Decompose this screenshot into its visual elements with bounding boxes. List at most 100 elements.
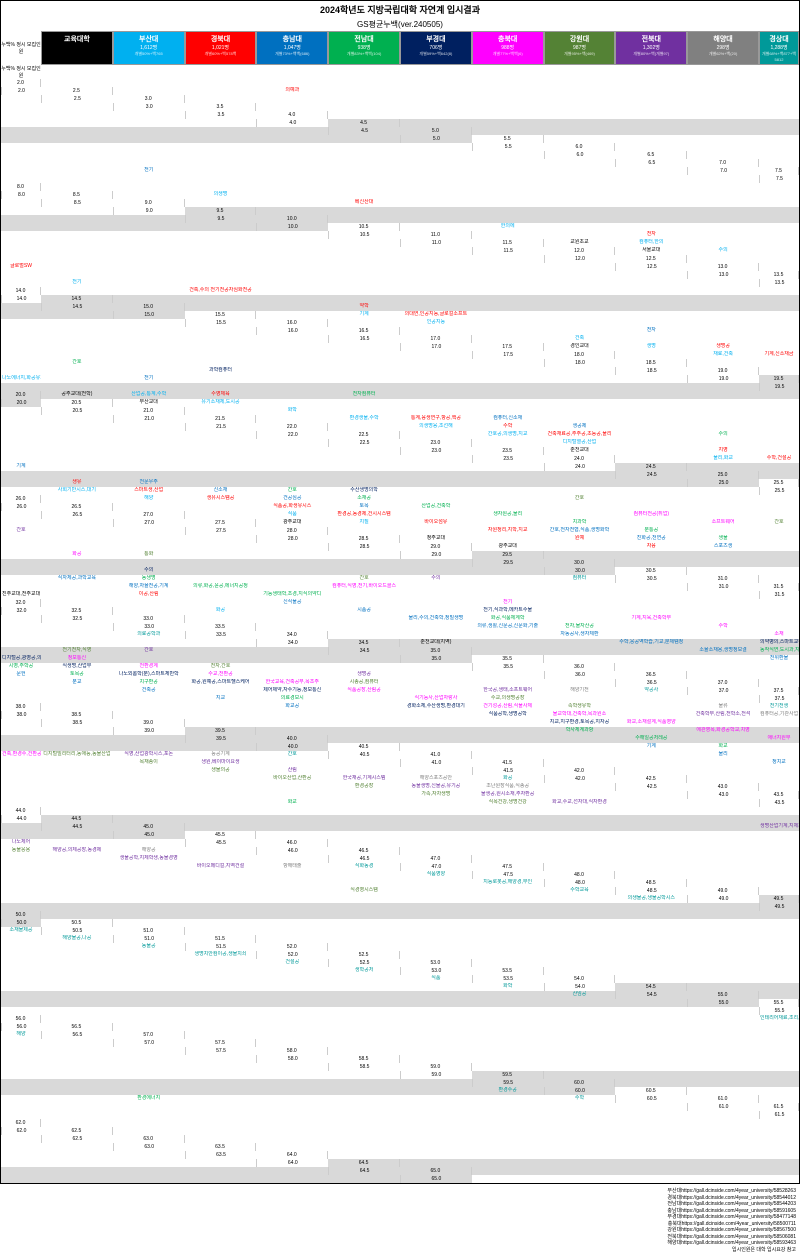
data-cell [41, 1111, 113, 1119]
data-cell [41, 1071, 113, 1079]
data-cell [256, 1031, 328, 1039]
data-cell [328, 911, 400, 919]
data-cell [328, 943, 400, 951]
row-label-right: 7.5 [759, 175, 799, 183]
data-cell [113, 263, 185, 271]
row-label-right: 28.5 [328, 543, 400, 551]
data-cell [256, 999, 328, 1007]
data-cell [41, 543, 113, 551]
data-cell [759, 311, 799, 319]
data-cell [400, 199, 472, 207]
data-cell [615, 1159, 687, 1167]
data-cell [113, 783, 185, 791]
data-cell: 정치교 [759, 759, 799, 767]
data-cell: 치과학 [544, 519, 616, 527]
data-cell [256, 479, 328, 487]
data-cell [615, 119, 687, 127]
data-cell [472, 839, 544, 847]
data-cell [1, 951, 41, 959]
data-cell: 화교 [256, 799, 328, 807]
data-cell: 건축공 [113, 687, 185, 695]
data-cell [328, 263, 400, 271]
data-cell [400, 983, 472, 991]
data-cell [256, 1063, 328, 1071]
data-cell [113, 191, 185, 199]
data-cell [256, 335, 328, 343]
data-cell [687, 567, 759, 575]
data-cell [113, 151, 185, 159]
data-cell [544, 103, 616, 111]
data-cell [400, 303, 472, 311]
data-cell [256, 1079, 328, 1087]
data-cell [615, 279, 687, 287]
data-cell [400, 1151, 472, 1159]
data-cell [615, 351, 687, 359]
data-cell [759, 199, 799, 207]
data-cell [113, 559, 185, 567]
data-cell [113, 319, 185, 327]
data-cell [328, 111, 400, 119]
data-cell [472, 639, 544, 647]
data-cell [256, 207, 328, 215]
data-cell [759, 1023, 799, 1031]
data-cell: 간호 [256, 487, 328, 495]
data-cell [687, 807, 759, 815]
data-cell [1, 255, 41, 263]
data-cell [41, 471, 113, 479]
data-cell [472, 671, 544, 679]
data-cell [185, 559, 257, 567]
data-cell [615, 759, 687, 767]
data-cell [544, 127, 616, 135]
data-cell [41, 895, 113, 903]
data-cell [400, 167, 472, 175]
data-cell [400, 1159, 472, 1167]
data-cell [759, 807, 799, 815]
data-cell [400, 1095, 472, 1103]
data-cell [113, 655, 185, 663]
data-cell [544, 951, 616, 959]
data-cell [41, 1143, 113, 1151]
data-cell [544, 855, 616, 863]
data-cell [544, 95, 616, 103]
data-cell: 전기전자,식영 [41, 647, 113, 655]
row-label: 21.0 [113, 407, 185, 415]
data-cell: 속학생유학 [544, 703, 616, 711]
data-cell [687, 983, 759, 991]
data-cell [1, 983, 41, 991]
data-cell [41, 79, 113, 87]
row-label-right: 11.5 [472, 247, 544, 255]
row-label: 42.0 [544, 767, 616, 775]
data-cell [759, 1143, 799, 1151]
data-cell [113, 135, 185, 143]
row-label: 42.5 [615, 775, 687, 783]
data-cell [113, 543, 185, 551]
data-cell: 조난원장식품,식종공 [472, 783, 544, 791]
row-label-right: 28.0 [256, 535, 328, 543]
data-cell [1, 359, 41, 367]
data-cell: 의생명 [185, 191, 257, 199]
data-cell [687, 631, 759, 639]
data-cell [687, 383, 759, 391]
row-label-right: 25.0 [687, 479, 759, 487]
row-label: 27.0 [113, 511, 185, 519]
data-cell [1, 999, 41, 1007]
data-cell [185, 959, 257, 967]
data-cell: 신소재 [185, 487, 257, 495]
data-cell [1, 319, 41, 327]
data-cell [759, 743, 799, 751]
data-cell [113, 471, 185, 479]
data-cell [759, 527, 799, 535]
data-cell: 식품 [400, 975, 472, 983]
data-cell [256, 983, 328, 991]
data-cell [41, 639, 113, 647]
data-cell [400, 263, 472, 271]
data-cell [328, 1087, 400, 1095]
data-cell [185, 871, 257, 879]
data-cell [615, 903, 687, 911]
data-cell [615, 415, 687, 423]
row-label-right: 15.0 [113, 311, 185, 319]
data-cell: 의대연,인공지능,글로컬소프트 [400, 311, 472, 319]
data-cell [328, 991, 400, 999]
row-label-right: 12.0 [544, 255, 616, 263]
data-cell [256, 1119, 328, 1127]
